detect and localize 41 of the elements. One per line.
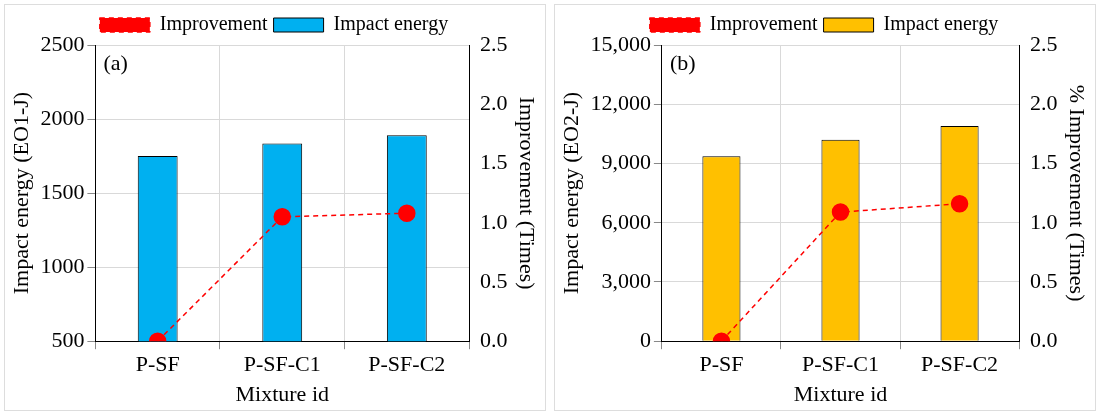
y-tick-label: 9,000 [601, 149, 651, 175]
x-axis-title: Mixture id [793, 380, 888, 406]
y-tick-label: 1000 [40, 252, 85, 278]
x-tick-label: P-SF-C2 [368, 351, 446, 377]
y-tick-label: 2500 [40, 30, 85, 56]
y2-tick-label: 0.5 [1030, 267, 1058, 293]
y2-tick-label: 2.5 [480, 30, 508, 56]
y2-axis-title: Improvement (Times) [515, 96, 541, 290]
legend-label: Impact energy [333, 12, 449, 36]
y-tick-label: 1500 [40, 178, 85, 204]
y2-tick-label: 0.0 [480, 326, 508, 352]
x-tick-label: P-SF-C1 [243, 351, 321, 377]
x-tick-label: P-SF-C1 [801, 351, 880, 377]
y2-tick-label: 2.0 [480, 90, 508, 116]
y-axis-title: Impact energy (EO1-J) [7, 91, 33, 295]
y2-tick-label: 0.5 [480, 267, 508, 293]
y2-tick-label: 0.0 [1030, 326, 1058, 352]
x-tick-label: P-SF [135, 351, 180, 377]
y-tick-label: 3,000 [601, 267, 651, 293]
y-tick-label: 15,000 [590, 30, 651, 56]
y-tick-label: 2000 [40, 104, 85, 130]
y-axis-title: Impact energy (EO2-J) [557, 91, 583, 295]
y2-tick-label: 1.5 [1030, 149, 1058, 175]
y-tick-label: 12,000 [590, 90, 651, 116]
y2-tick-label: 1.5 [480, 149, 508, 175]
annotation: (b) [669, 49, 696, 75]
y2-axis-title: % Improvement (Times) [1065, 84, 1091, 302]
legend-label: Improvement [159, 12, 269, 36]
x-tick-label: P-SF-C2 [921, 351, 999, 377]
legend-label: Impact energy [883, 12, 999, 36]
y2-tick-label: 1.0 [1030, 208, 1058, 234]
y2-tick-label: 1.0 [480, 208, 508, 234]
legend-label: Improvement [709, 12, 819, 36]
y-tick-label: 6,000 [601, 208, 651, 234]
x-tick-label: P-SF [699, 351, 744, 377]
y-tick-label: 0 [639, 326, 651, 352]
y2-tick-label: 2.5 [1030, 30, 1058, 56]
annotation: (a) [103, 49, 128, 75]
y2-tick-label: 2.0 [1030, 90, 1058, 116]
x-axis-title: Mixture id [235, 380, 329, 406]
y-tick-label: 500 [51, 326, 85, 352]
